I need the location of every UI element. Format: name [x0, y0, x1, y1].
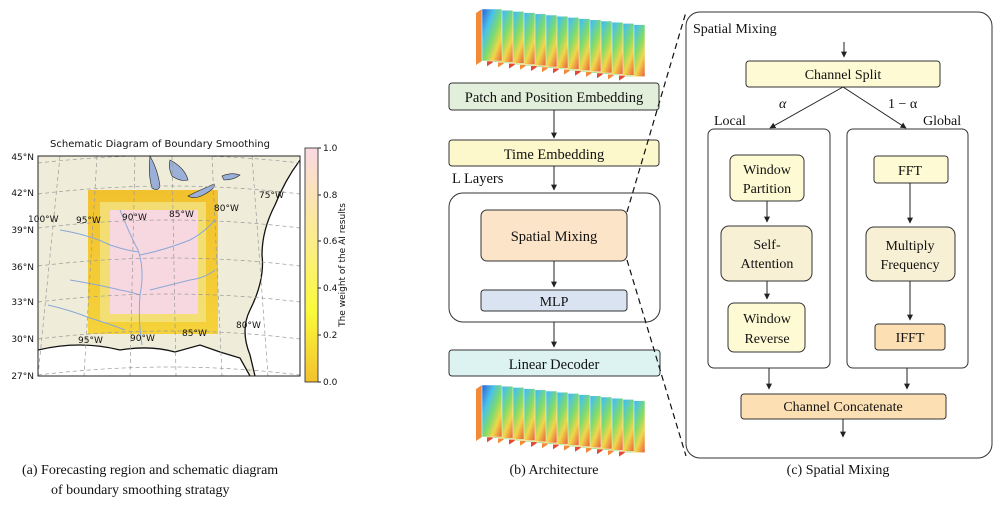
lon-label: 80°W: [214, 204, 239, 214]
one-minus-alpha-label: 1 − α: [888, 97, 918, 112]
river: [119, 209, 143, 346]
patch-embedding-label: Patch and Position Embedding: [465, 90, 643, 106]
smoothing-core: [110, 210, 198, 314]
multiply-frequency-line1: Multiply: [885, 239, 934, 254]
cube-slice-edge: [476, 9, 482, 65]
colorbar-tick: 0.8: [323, 191, 338, 201]
lat-label: 42°N: [11, 189, 34, 199]
channel-concatenate-label: Channel Concatenate: [783, 400, 902, 415]
lat-label: 45°N: [11, 153, 34, 163]
panel-a-map: Schematic Diagram of Boundary Smoothing: [11, 139, 348, 498]
local-label: Local: [714, 114, 746, 129]
mlp-box: [480, 289, 628, 312]
self-attention-line2: Attention: [741, 257, 794, 272]
lake-michigan: [149, 156, 161, 190]
panel-b-architecture: Patch and Position Embedding Time Embedd…: [448, 8, 661, 478]
caption-a-line2: of boundary smoothing stratagy: [51, 483, 229, 498]
cube-slice-edge: [476, 385, 482, 441]
zoom-connector-top: [626, 11, 687, 213]
time-embedding-label: Time Embedding: [504, 147, 605, 163]
colorbar-tick: 0.0: [323, 378, 338, 388]
colorbar-tick: 1.0: [323, 144, 338, 154]
l-layers-label: L Layers: [452, 171, 504, 187]
river: [47, 304, 126, 331]
fft-label: FFT: [898, 164, 923, 179]
self-attention-box: [720, 225, 813, 282]
graticule: [38, 156, 300, 376]
output-data-cubes: [476, 384, 646, 457]
window-reverse-line1: Window: [743, 312, 792, 327]
lake-erie: [187, 183, 215, 198]
lat-label: 33°N: [11, 298, 34, 308]
lat-label: 39°N: [11, 226, 34, 236]
self-attention-line1: Self-: [753, 238, 781, 253]
ifft-label: IFFT: [896, 331, 925, 346]
panel-c-title: Spatial Mixing: [693, 22, 777, 37]
river: [69, 279, 141, 296]
window-reverse-line2: Reverse: [744, 332, 789, 347]
fft-box: [873, 155, 949, 184]
window-partition-line2: Partition: [743, 182, 791, 197]
atlantic-coastline: [244, 159, 300, 376]
lat-label: 27°N: [11, 372, 34, 382]
window-reverse-box: [727, 302, 806, 353]
multiply-frequency-line2: Frequency: [880, 258, 939, 273]
ifft-box: [874, 323, 946, 351]
lon-label: 85°W: [182, 329, 207, 339]
colorbar-tick: 0.4: [323, 284, 338, 294]
spatial-mixing-label: Spatial Mixing: [511, 229, 598, 245]
cube-slice: [481, 384, 503, 438]
global-label: Global: [923, 114, 961, 129]
river: [139, 219, 216, 256]
window-partition-line1: Window: [743, 163, 792, 178]
lat-label: 30°N: [11, 335, 34, 345]
atlantic-ocean: [245, 156, 300, 376]
lon-label: 90°W: [130, 334, 155, 344]
lon-label: 85°W: [169, 210, 194, 220]
linear-decoder-box: [448, 349, 661, 377]
mlp-label: MLP: [540, 295, 569, 310]
zoom-connector-bottom: [626, 259, 687, 457]
caption-a-line1: (a) Forecasting region and schematic dia…: [22, 463, 278, 478]
cube-slice: [481, 8, 503, 62]
gulf-of-mexico: [38, 345, 250, 376]
gulf-coastline: [38, 344, 251, 376]
alpha-label: α: [779, 97, 787, 112]
lon-label: 75°W: [259, 191, 284, 201]
lon-label: 95°W: [78, 336, 103, 346]
colorbar-label: The weight of the AI results: [338, 203, 348, 328]
lat-label: 36°N: [11, 263, 34, 273]
colorbar-tick: 0.6: [323, 237, 338, 247]
caption-c: (c) Spatial Mixing: [787, 463, 890, 478]
channel-split-label: Channel Split: [805, 68, 882, 83]
colorbar: [304, 147, 319, 383]
panel-c-spatial-mixing: Spatial Mixing Channel Split α 1 − α Loc…: [685, 11, 993, 478]
lon-label: 95°W: [76, 216, 101, 226]
river: [149, 269, 216, 291]
river: [59, 229, 139, 253]
lake-huron: [169, 159, 189, 181]
input-data-cubes: [476, 8, 646, 81]
colorbar-tick: 0.2: [323, 331, 337, 341]
lake-ontario: [221, 173, 241, 181]
caption-b: (b) Architecture: [509, 463, 598, 478]
lon-label: 100°W: [28, 215, 59, 225]
lon-label: 80°W: [236, 321, 261, 331]
linear-decoder-label: Linear Decoder: [509, 357, 600, 373]
map-title: Schematic Diagram of Boundary Smoothing: [50, 139, 270, 150]
lon-label: 90°W: [122, 213, 147, 223]
